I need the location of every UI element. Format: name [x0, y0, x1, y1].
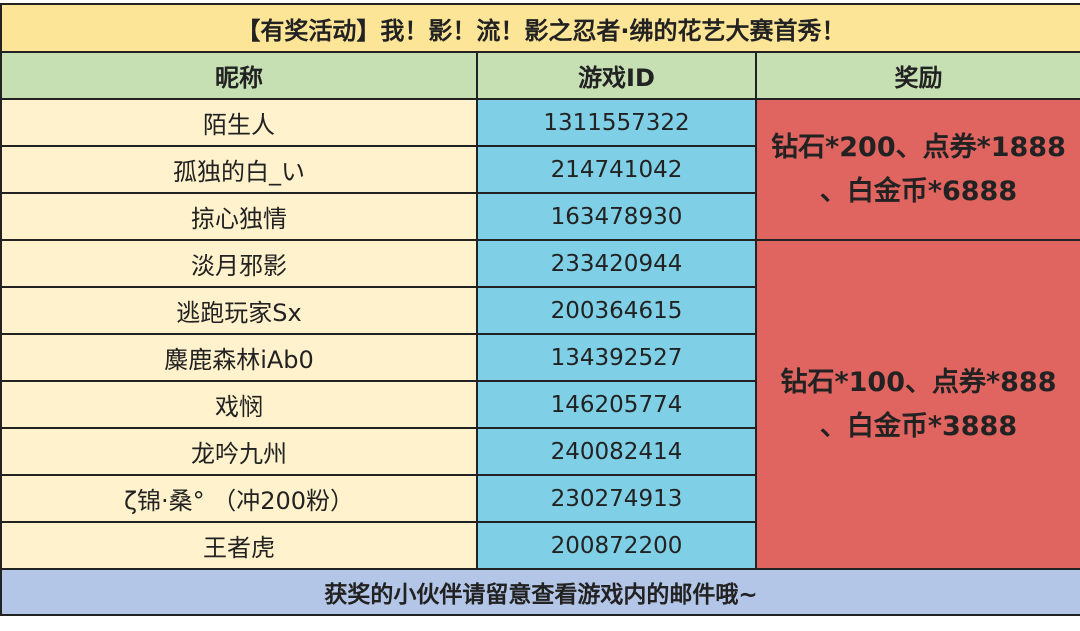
- nickname-cell: 淡月邪影: [0, 239, 478, 288]
- table-row: 掠心独情 163478930: [0, 192, 1080, 241]
- reward-line: 钻石*100、点券*888: [780, 366, 1057, 398]
- game-id-cell: 200364615: [476, 286, 757, 335]
- table-row: 逃跑玩家Sx 200364615: [0, 286, 1080, 335]
- table-row: 戏悯 146205774: [0, 380, 1080, 429]
- table-title: 【有奖活动】我！影！流！影之忍者·绋的花艺大赛首秀！: [0, 3, 1080, 53]
- header-reward: 奖励: [754, 51, 1080, 100]
- table-row: 陌生人 1311557322 钻石*200、点券*1888 、白金币*6888: [0, 98, 1080, 241]
- reward-cell-tier1: 钻石*200、点券*1888 、白金币*6888: [754, 98, 1080, 241]
- game-id-cell: 163478930: [476, 192, 757, 241]
- reward-line: 钻石*200、点券*1888: [771, 131, 1066, 163]
- header-nickname: 昵称: [0, 51, 478, 100]
- reward-line: 、白金币*6888: [819, 175, 1018, 207]
- nickname-cell: ζ锦·桑° （冲200粉）: [0, 474, 478, 523]
- game-id-cell: 134392527: [476, 333, 757, 382]
- game-id-cell: 233420944: [476, 239, 757, 288]
- table-row: ζ锦·桑° （冲200粉） 230274913: [0, 474, 1080, 523]
- table-row: 孤独的白_い 214741042: [0, 145, 1080, 194]
- nickname-cell: 掠心独情: [0, 192, 478, 241]
- header-game-id: 游戏ID: [476, 51, 757, 100]
- game-id-cell: 230274913: [476, 474, 757, 523]
- game-id-cell: 214741042: [476, 145, 757, 194]
- nickname-cell: 孤独的白_い: [0, 145, 478, 194]
- game-id-cell: 1311557322: [476, 98, 757, 147]
- nickname-cell: 麋鹿森林iAb0: [0, 333, 478, 382]
- reward-cell-tier2: 钻石*100、点券*888 、白金币*3888: [754, 239, 1080, 570]
- nickname-cell: 陌生人: [0, 98, 478, 147]
- winners-table: 【有奖活动】我！影！流！影之忍者·绋的花艺大赛首秀！ 昵称 游戏ID 奖励 陌生…: [0, 3, 1080, 616]
- nickname-cell: 王者虎: [0, 521, 478, 570]
- game-id-cell: 200872200: [476, 521, 757, 570]
- table-row: 王者虎 200872200: [0, 521, 1080, 570]
- game-id-cell: 146205774: [476, 380, 757, 429]
- footer-note: 获奖的小伙伴请留意查看游戏内的邮件哦~: [0, 568, 1080, 616]
- table-row: 麋鹿森林iAb0 134392527: [0, 333, 1080, 382]
- game-id-cell: 240082414: [476, 427, 757, 476]
- nickname-cell: 龙吟九州: [0, 427, 478, 476]
- reward-line: 、白金币*3888: [819, 410, 1018, 442]
- nickname-cell: 戏悯: [0, 380, 478, 429]
- table-row: 龙吟九州 240082414: [0, 427, 1080, 476]
- nickname-cell: 逃跑玩家Sx: [0, 286, 478, 335]
- table-row: 淡月邪影 233420944 钻石*100、点券*888 、白金币*3888: [0, 239, 1080, 570]
